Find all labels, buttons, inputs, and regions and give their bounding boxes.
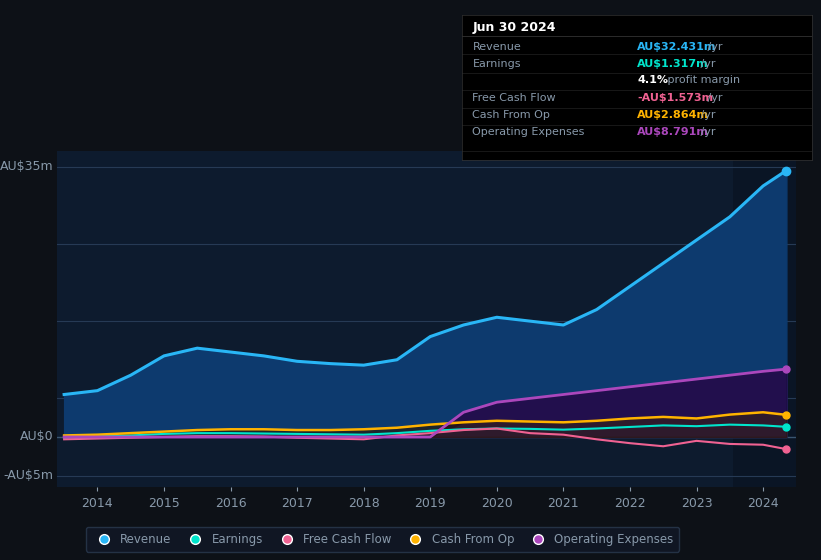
Text: Free Cash Flow: Free Cash Flow (473, 92, 556, 102)
Text: AU$2.864m: AU$2.864m (637, 110, 709, 120)
Text: Earnings: Earnings (473, 59, 521, 69)
Text: /yr: /yr (704, 42, 722, 52)
Text: -AU$5m: -AU$5m (4, 469, 54, 482)
Text: AU$0: AU$0 (21, 431, 54, 444)
Text: Jun 30 2024: Jun 30 2024 (473, 21, 556, 34)
Text: AU$32.431m: AU$32.431m (637, 42, 717, 52)
Text: 4.1%: 4.1% (637, 75, 668, 85)
Text: Cash From Op: Cash From Op (473, 110, 550, 120)
Text: -AU$1.573m: -AU$1.573m (637, 92, 713, 102)
Text: /yr: /yr (704, 92, 722, 102)
Text: Revenue: Revenue (473, 42, 521, 52)
Text: /yr: /yr (697, 128, 715, 137)
Text: AU$35m: AU$35m (0, 160, 54, 173)
Text: /yr: /yr (697, 59, 715, 69)
Bar (733, 151, 796, 487)
Text: Operating Expenses: Operating Expenses (473, 128, 585, 137)
Text: /yr: /yr (697, 110, 715, 120)
Text: profit margin: profit margin (663, 75, 740, 85)
Text: AU$8.791m: AU$8.791m (637, 128, 709, 137)
Legend: Revenue, Earnings, Free Cash Flow, Cash From Op, Operating Expenses: Revenue, Earnings, Free Cash Flow, Cash … (86, 527, 679, 552)
Text: AU$1.317m: AU$1.317m (637, 59, 709, 69)
